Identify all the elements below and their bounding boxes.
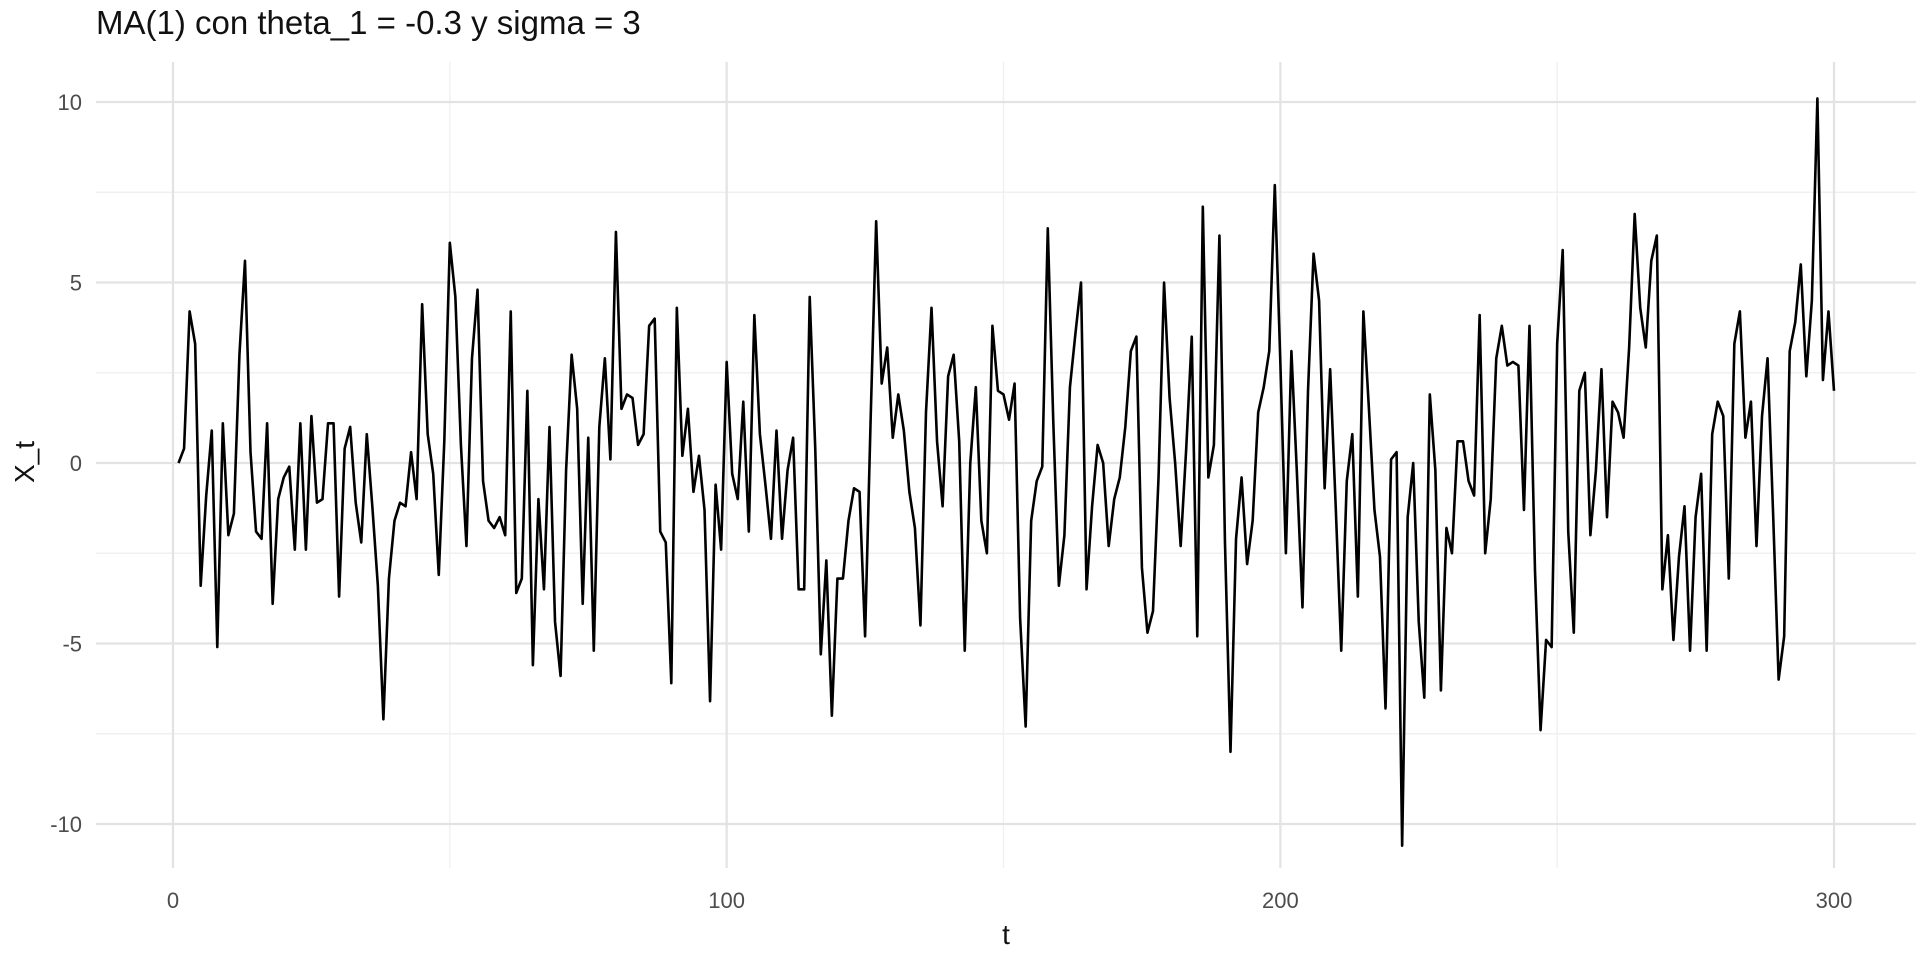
chart-title: MA(1) con theta_1 = -0.3 y sigma = 3 bbox=[96, 4, 641, 41]
y-tick-label: 0 bbox=[70, 451, 82, 476]
x-tick-label: 200 bbox=[1262, 888, 1299, 913]
series-line bbox=[177, 97, 1836, 847]
x-tick-label: 100 bbox=[708, 888, 745, 913]
y-tick-label: 10 bbox=[58, 90, 82, 115]
y-tick-label: -10 bbox=[50, 812, 82, 837]
x-axis-label: t bbox=[1002, 919, 1010, 950]
x-tick-label: 300 bbox=[1816, 888, 1853, 913]
series-layer bbox=[177, 97, 1836, 847]
y-tick-label: 5 bbox=[70, 271, 82, 296]
y-axis-ticks: -10 -5 0 5 10 bbox=[50, 90, 82, 837]
y-axis-label: X_t bbox=[9, 441, 40, 483]
x-axis-ticks: 0 100 200 300 bbox=[167, 888, 1852, 913]
grid bbox=[96, 62, 1916, 868]
y-tick-label: -5 bbox=[62, 632, 82, 657]
x-tick-label: 0 bbox=[167, 888, 179, 913]
